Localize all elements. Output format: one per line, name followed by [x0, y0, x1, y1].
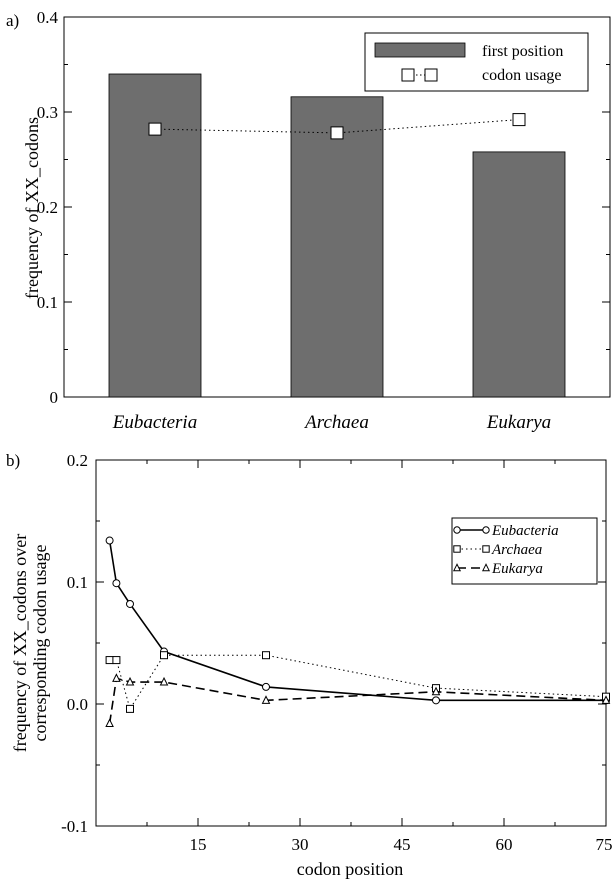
category-label: Eubacteria — [112, 412, 197, 433]
panel-a-label: a) — [6, 11, 19, 30]
legend-b-label: Eubacteria — [491, 523, 559, 539]
codon-usage-series — [148, 113, 526, 140]
square-marker — [126, 704, 134, 713]
x-axis-a-categories: Eubacteria Archaea Eukarya — [112, 412, 551, 433]
legend-a: first position codon usage — [364, 32, 589, 92]
circle-marker — [482, 526, 490, 534]
triangle-marker — [452, 563, 462, 572]
triangle-marker — [105, 718, 114, 728]
circle-marker — [112, 579, 121, 588]
codon-usage-marker — [330, 126, 344, 140]
x-axis-b-label: codon position — [297, 859, 404, 879]
y-tick-label: 0.3 — [37, 103, 58, 122]
circle-marker — [453, 526, 461, 534]
square-marker — [482, 545, 490, 553]
legend-b: Eubacteria Archaea Eukarya — [451, 517, 598, 585]
category-label: Eukarya — [486, 412, 551, 433]
bars-a — [108, 73, 566, 398]
y-tick-label: -0.1 — [61, 817, 88, 836]
square-marker — [453, 545, 461, 553]
triangle-marker — [125, 676, 135, 686]
triangle-marker — [431, 686, 441, 696]
circle-marker — [262, 682, 270, 691]
y-tick-label: 0.1 — [67, 573, 88, 592]
panel-a: a) 0 0.1 0.2 0.3 0.4 Eubacteria Archaea Eukary… — [6, 8, 611, 433]
axes-b-ticks: -0.1 0.0 0.1 0.2 15 30 45 60 75 — [61, 451, 612, 854]
triangle-marker — [481, 563, 491, 572]
y-tick-label: 0.1 — [37, 293, 58, 312]
triangle-marker — [159, 676, 169, 686]
legend-a-square-marker — [401, 68, 415, 82]
legend-a-bar-label: first position — [482, 43, 563, 60]
legend-a-line-label: codon usage — [482, 67, 562, 84]
legend-b-label: Eukarya — [491, 561, 543, 577]
y-tick-label: 0.4 — [37, 8, 59, 27]
x-tick-label: 15 — [190, 835, 207, 854]
panel-b-label: b) — [6, 451, 20, 470]
y-axis-b-label-line1: frequency of XX_codons over — [10, 534, 30, 752]
y-tick-label: 0.2 — [37, 198, 58, 217]
bar — [108, 73, 202, 398]
square-marker — [112, 656, 121, 665]
square-marker — [262, 651, 270, 660]
y-axis-a-label: frequency of XX_codons — [22, 117, 42, 299]
legend-a-bar-swatch — [374, 42, 466, 58]
legend-b-box — [451, 517, 598, 585]
x-tick-label: 60 — [496, 835, 513, 854]
triangle-marker — [112, 673, 121, 682]
y-axis-b-label-line2: corresponding codon usage — [30, 545, 50, 742]
square-marker — [105, 656, 114, 665]
square-marker — [160, 651, 168, 660]
panel-b: b) -0.1 0.0 0.1 0.2 15 30 45 60 75 frequency of … — [6, 451, 613, 879]
x-tick-label: 75 — [596, 835, 613, 854]
bar — [472, 151, 566, 398]
triangle-marker — [261, 695, 271, 704]
x-tick-label: 45 — [394, 835, 411, 854]
y-axis-a-ticks: 0 0.1 0.2 0.3 0.4 — [37, 8, 610, 407]
legend-b-label: Archaea — [491, 542, 542, 558]
y-tick-label: 0.2 — [67, 451, 88, 470]
codon-usage-marker — [512, 113, 526, 127]
triangle-marker — [601, 695, 611, 704]
codon-usage-marker — [148, 122, 162, 136]
circle-marker — [126, 599, 134, 608]
plot-b-frame — [95, 459, 607, 827]
y-tick-label: 0.0 — [67, 695, 88, 714]
circle-marker — [105, 536, 114, 545]
circle-marker — [432, 696, 440, 705]
category-label: Archaea — [303, 412, 369, 433]
y-tick-label: 0 — [50, 388, 59, 407]
bar — [290, 96, 384, 398]
legend-a-square-marker — [424, 68, 438, 82]
x-tick-label: 30 — [292, 835, 309, 854]
series-b — [105, 536, 611, 728]
